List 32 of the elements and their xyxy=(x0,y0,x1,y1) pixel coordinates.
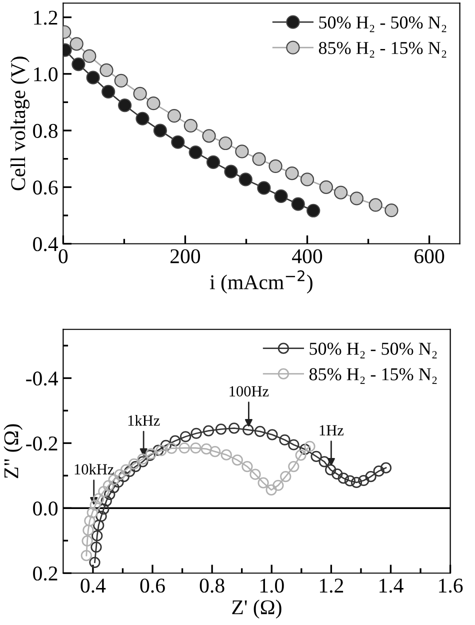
annotation: 1kHz xyxy=(128,414,160,426)
x-tick-label: 1.2 xyxy=(320,578,344,593)
x-tick-label: 600 xyxy=(414,249,444,264)
y-tick-label: 0.0 xyxy=(33,502,58,516)
x-axis-title: Z' (Ω) xyxy=(232,600,282,619)
y-tick-label: -0.4 xyxy=(26,372,58,386)
annotation: 10kHz xyxy=(74,464,114,474)
x-axis-title: i (mAcm$^{−2}$) xyxy=(210,270,312,294)
y-tick-label: 0.4 xyxy=(33,237,58,252)
y-tick-label: -0.2 xyxy=(26,436,58,451)
legend-label: 50% H₂ - 50% N₂ xyxy=(310,342,437,358)
y-tick-label: 1.0 xyxy=(34,67,58,82)
x-tick-label: 0.8 xyxy=(200,578,224,593)
x-tick-label: 400 xyxy=(292,249,322,264)
x-tick-label: 0.6 xyxy=(140,578,165,593)
y-tick-label: 0.6 xyxy=(33,180,58,195)
annotation: 1Hz xyxy=(320,425,344,436)
y-tick-label: 0.2 xyxy=(33,566,58,581)
x-tick-label: 0 xyxy=(58,249,68,264)
x-tick-label: 1.6 xyxy=(439,578,463,593)
x-tick-label: 0.4 xyxy=(80,578,106,593)
x-tick-label: 1.4 xyxy=(380,578,404,593)
y-tick-label: 1.2 xyxy=(34,10,58,25)
x-tick-label: 1.0 xyxy=(260,578,284,593)
y-tick-label: 0.8 xyxy=(33,124,58,138)
legend-label: 50% H₂ - 50% N₂ xyxy=(319,16,446,32)
legend-label: 85% H₂ - 15% N₂ xyxy=(309,368,437,384)
annotation: 100Hz xyxy=(230,386,269,396)
x-tick-label: 200 xyxy=(170,249,200,264)
y-axis-title: Z" (Ω) xyxy=(4,424,23,478)
legend-label: 85% H₂ - 15% N₂ xyxy=(318,42,446,58)
y-axis-title: Cell voltage (V) xyxy=(10,56,30,190)
